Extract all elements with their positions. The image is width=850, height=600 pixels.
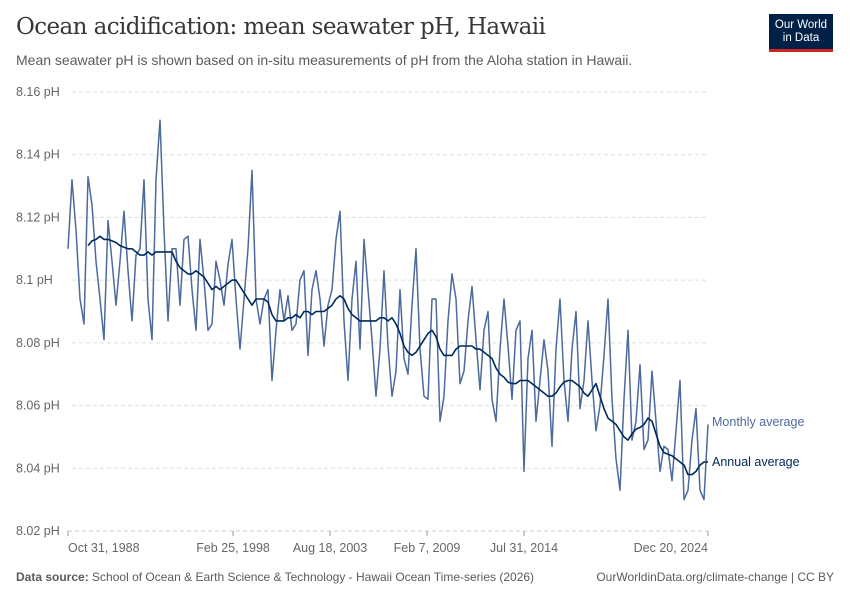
y-tick-label: 8.06 pH bbox=[16, 399, 60, 413]
source-label: Data source: bbox=[16, 570, 89, 584]
y-tick-label: 8.12 pH bbox=[16, 210, 60, 224]
y-tick-label: 8.1 pH bbox=[16, 273, 53, 287]
series-line-annual bbox=[87, 235, 708, 476]
y-tick-label: 8.02 pH bbox=[16, 524, 60, 538]
footer: Data source: School of Ocean & Earth Sci… bbox=[16, 570, 834, 584]
owid-logo[interactable]: Our World in Data bbox=[769, 14, 833, 52]
series-labels: Monthly average Annual average bbox=[712, 415, 804, 469]
x-tick-label: Aug 18, 2003 bbox=[293, 541, 367, 555]
series-line-monthly bbox=[67, 119, 709, 501]
x-tick-label: Oct 31, 1988 bbox=[68, 541, 140, 555]
x-tick-label: Dec 20, 2024 bbox=[634, 541, 708, 555]
series-label: Annual average bbox=[712, 455, 800, 469]
y-tick-label: 8.04 pH bbox=[16, 461, 60, 475]
y-tick-label: 8.14 pH bbox=[16, 148, 60, 162]
footer-link[interactable]: OurWorldinData.org/climate-change | CC B… bbox=[596, 570, 834, 584]
series-lines bbox=[67, 119, 709, 501]
x-tick-label: Feb 25, 1998 bbox=[196, 541, 270, 555]
x-tick-label: Feb 7, 2009 bbox=[394, 541, 461, 555]
x-axis: Oct 31, 1988 Feb 25, 1998 Aug 18, 2003 Feb … bbox=[67, 531, 709, 555]
chart-title: Ocean acidification: mean seawater pH, H… bbox=[16, 14, 546, 40]
series-label: Monthly average bbox=[712, 415, 804, 429]
source-text: School of Ocean & Earth Science & Techno… bbox=[92, 570, 535, 584]
y-tick-label: 8.08 pH bbox=[16, 336, 60, 350]
chart-subtitle: Mean seawater pH is shown based on in-si… bbox=[16, 52, 633, 68]
logo-line-2: in Data bbox=[782, 31, 820, 44]
x-tick-label: Jul 31, 2014 bbox=[490, 541, 558, 555]
y-gridlines bbox=[68, 91, 708, 532]
logo-line-1: Our World bbox=[774, 18, 828, 31]
y-axis: 8.02 pH 8.04 pH 8.06 pH 8.08 pH 8.1 pH 8.12 p… bbox=[16, 85, 60, 538]
y-tick-label: 8.16 pH bbox=[16, 85, 60, 99]
